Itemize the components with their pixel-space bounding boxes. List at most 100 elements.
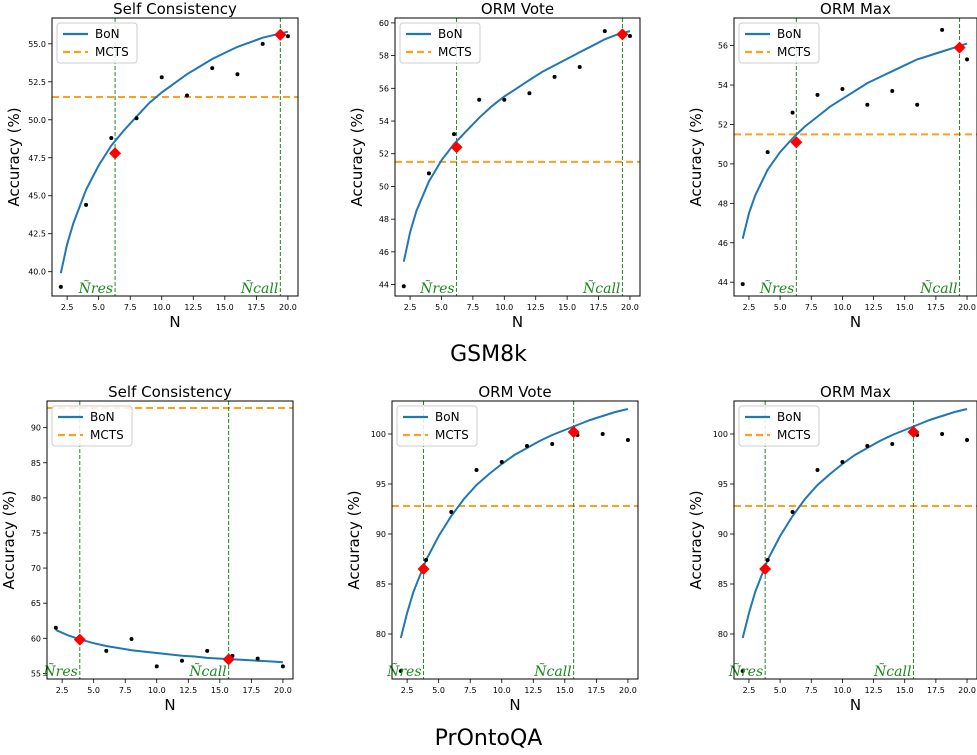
data-point: [890, 88, 895, 93]
y-tick-label: 90: [31, 424, 41, 433]
y-tick-label: 60: [31, 634, 41, 643]
data-point: [815, 92, 820, 97]
axes-frame: [46, 400, 294, 680]
y-tick-label: 44: [718, 278, 728, 287]
x-tick-label: 7.5: [805, 686, 818, 695]
threshold-label: Ñcall: [533, 662, 571, 680]
legend-mcts-label: MCTS: [435, 428, 469, 442]
y-tick-label: 50: [718, 160, 728, 169]
data-point: [765, 558, 770, 562]
bon-curve: [741, 42, 968, 240]
x-tick-label: 2.5: [404, 303, 417, 312]
y-tick-label: 75: [31, 529, 41, 538]
x-axis-label: N: [512, 313, 523, 331]
x-tick-label: 17.5: [590, 303, 608, 312]
bon-curve: [59, 30, 289, 274]
y-tick-label: 45.0: [28, 192, 46, 201]
legend-mcts-label: MCTS: [777, 45, 811, 59]
x-tick-label: 7.5: [124, 303, 137, 312]
data-point: [104, 648, 109, 653]
y-tick-label: 56: [379, 84, 389, 93]
data-point: [790, 510, 795, 514]
intersection-marker: [450, 141, 463, 154]
x-tick-label: 10.0: [495, 303, 513, 312]
y-tick-label: 46: [718, 239, 728, 248]
x-tick-label: 15.0: [558, 303, 576, 312]
y-tick-label: 95: [718, 480, 728, 489]
data-point: [740, 282, 745, 287]
threshold-label: Ñcall: [582, 279, 620, 297]
intersection-marker: [907, 426, 920, 438]
data-point: [129, 636, 134, 641]
data-point: [550, 442, 555, 446]
data-point: [235, 72, 240, 77]
legend: BoN MCTS: [396, 405, 478, 447]
axes-frame: [733, 400, 977, 680]
threshold-label: Ñres: [78, 279, 113, 297]
data-point: [452, 132, 457, 137]
y-tick-label: 44: [379, 281, 389, 290]
y-tick-label: 80: [718, 630, 728, 639]
x-tick-label: 7.5: [119, 686, 132, 695]
x-tick-label: 5.0: [432, 686, 445, 695]
intersection-marker: [567, 426, 580, 438]
data-point: [740, 669, 745, 673]
data-point: [179, 658, 184, 663]
intersection-marker: [417, 563, 430, 575]
x-tick-label: 20.0: [958, 686, 976, 695]
x-tick-label: 20.0: [279, 303, 297, 312]
subplot-5: ORM Max 2.5 5.0 7.5 10.0 12.5 15.0 17.5 20.0 80 85…: [687, 383, 977, 714]
y-axis-label: Accuracy (%): [0, 490, 18, 589]
axes-frame: [394, 17, 641, 297]
data-point: [401, 284, 406, 289]
data-point: [210, 66, 215, 71]
y-tick-label: 52.5: [28, 78, 46, 87]
axes-frame: [733, 17, 977, 297]
legend-bon-label: BoN: [438, 27, 463, 41]
x-tick-label: 20.0: [274, 686, 292, 695]
x-axis-label: N: [169, 313, 180, 331]
x-tick-label: 10.0: [493, 686, 511, 695]
y-tick-label: 55: [31, 669, 41, 678]
y-tick-label: 65: [31, 599, 41, 608]
x-tick-label: 10.0: [148, 686, 166, 695]
group-title-gsm8k: GSM8k: [450, 342, 527, 367]
intersection-marker: [616, 28, 629, 41]
intersection-marker: [790, 136, 803, 149]
y-tick-label: 47.5: [28, 154, 46, 163]
threshold-label: Ñres: [728, 662, 763, 680]
x-tick-label: 10.0: [834, 686, 852, 695]
x-tick-label: 2.5: [61, 303, 74, 312]
y-tick-label: 85: [718, 580, 728, 589]
x-tick-label: 12.5: [527, 303, 545, 312]
chart-title: Self Consistency: [108, 383, 232, 401]
x-tick-label: 12.5: [179, 686, 197, 695]
x-tick-label: 15.0: [896, 686, 914, 695]
data-point: [154, 664, 159, 669]
legend-mcts-label: MCTS: [438, 45, 472, 59]
legend: BoN MCTS: [56, 22, 138, 64]
x-axis-label: N: [850, 313, 861, 331]
legend: BoN MCTS: [51, 405, 133, 447]
x-axis-label: N: [509, 696, 520, 714]
plot-area: [392, 401, 638, 679]
data-point: [865, 444, 870, 448]
data-point: [915, 102, 920, 107]
x-tick-label: 20.0: [619, 686, 637, 695]
legend-mcts-label: MCTS: [95, 45, 129, 59]
data-point: [765, 150, 770, 155]
x-tick-label: 12.5: [865, 303, 883, 312]
legend: BoN MCTS: [738, 22, 820, 64]
x-tick-label: 15.0: [896, 303, 914, 312]
y-tick-label: 48: [379, 215, 389, 224]
x-tick-label: 5.0: [435, 303, 448, 312]
data-point: [109, 136, 114, 141]
x-tick-label: 15.0: [211, 686, 229, 695]
y-axis-label: Accuracy (%): [5, 107, 23, 206]
x-tick-label: 5.0: [774, 303, 787, 312]
data-point: [502, 97, 507, 102]
y-tick-label: 58: [379, 52, 389, 61]
threshold-label: Ñcall: [873, 662, 911, 680]
data-point: [424, 558, 429, 562]
